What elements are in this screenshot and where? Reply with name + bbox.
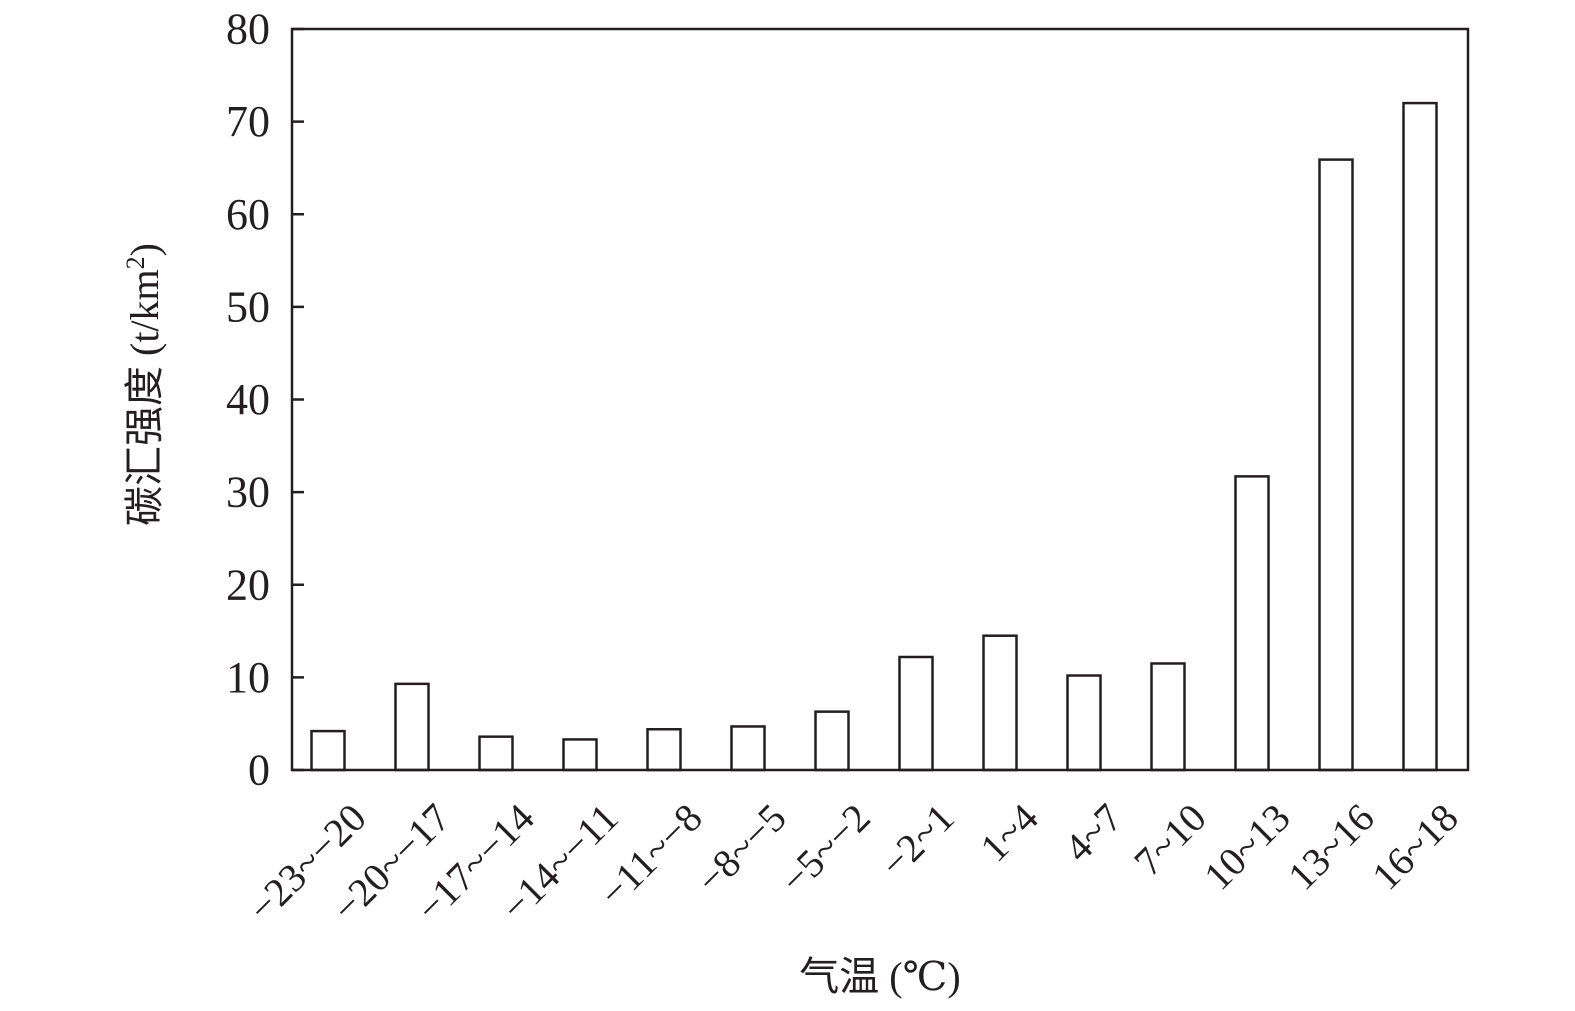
y-tick-label: 80 — [226, 5, 270, 54]
x-tick-label: 10~13 — [1195, 795, 1299, 899]
y-axis-title-sup: 2 — [121, 256, 150, 269]
x-tick-label: −5~−2 — [771, 795, 878, 902]
bar-12 — [1318, 158, 1354, 772]
bar-13 — [1402, 101, 1438, 772]
x-tick-label: 4~7 — [1055, 795, 1130, 870]
x-axis-title: 气温 (℃) — [799, 954, 960, 999]
x-tick-label: 16~18 — [1363, 795, 1467, 899]
y-tick-label: 60 — [226, 190, 270, 239]
x-tick-label: −2~1 — [871, 795, 962, 886]
x-tick-label: 13~16 — [1279, 795, 1383, 899]
bar-0 — [310, 729, 346, 772]
y-axis-title-main: 碳汇强度 (t/km — [122, 269, 167, 526]
x-axis: −23~−20−20~−17−17~−14−14~−11−11~−8−8~−5−… — [239, 795, 1467, 931]
bar-11 — [1234, 475, 1270, 772]
bar-2 — [478, 735, 514, 772]
y-tick-label: 50 — [226, 282, 270, 331]
y-tick-label: 40 — [226, 375, 270, 424]
y-tick-label: 30 — [226, 468, 270, 517]
bar-1 — [394, 682, 430, 772]
bar-10 — [1150, 662, 1186, 772]
y-tick-label: 70 — [226, 97, 270, 146]
y-axis-title: 碳汇强度 (t/km2) — [121, 243, 167, 526]
x-tick-label: 1~4 — [971, 795, 1046, 870]
bar-8 — [982, 634, 1018, 772]
plot-frame — [290, 27, 1470, 772]
bar-7 — [898, 655, 934, 772]
y-tick-label: 10 — [226, 653, 270, 702]
bar-4 — [646, 727, 682, 772]
bars — [310, 101, 1438, 772]
bar-3 — [562, 738, 598, 772]
y-axis-title-close: ) — [122, 243, 167, 256]
bar-6 — [814, 710, 850, 772]
bar-9 — [1066, 674, 1102, 772]
y-axis: 0 10 20 30 40 50 60 70 80 — [226, 5, 304, 795]
bar-5 — [730, 725, 766, 772]
x-tick-label: −8~−5 — [687, 795, 794, 902]
y-tick-label: 20 — [226, 560, 270, 609]
y-tick-label: 0 — [248, 746, 270, 795]
